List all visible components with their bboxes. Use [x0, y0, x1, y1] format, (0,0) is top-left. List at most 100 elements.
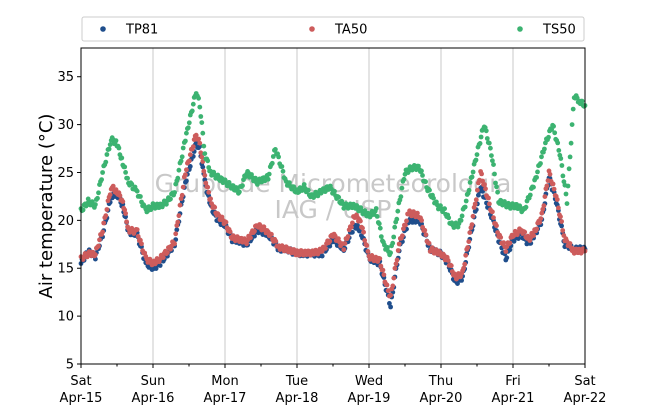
- x-tick-day: Wed: [355, 374, 383, 389]
- data-point: [486, 195, 491, 201]
- data-point: [555, 140, 561, 146]
- data-point: [538, 216, 544, 222]
- data-point: [147, 256, 153, 262]
- data-point: [516, 236, 521, 242]
- data-point: [205, 184, 211, 190]
- data-point: [179, 192, 185, 198]
- data-point: [223, 219, 229, 225]
- data-point: [265, 176, 271, 182]
- data-point: [556, 205, 561, 211]
- data-point: [380, 267, 386, 273]
- data-point: [378, 234, 384, 240]
- data-point: [378, 263, 384, 269]
- data-point: [280, 168, 286, 174]
- data-point: [503, 249, 509, 254]
- x-tick-date: Apr-18: [276, 391, 319, 406]
- data-point: [332, 188, 337, 194]
- data-point: [183, 138, 188, 144]
- data-point: [563, 191, 569, 197]
- data-point: [415, 210, 420, 216]
- data-point: [474, 152, 480, 158]
- data-point: [492, 171, 497, 177]
- series-TP81: [78, 140, 588, 310]
- data-point: [388, 250, 393, 256]
- data-point: [172, 241, 178, 247]
- data-point: [390, 240, 396, 246]
- data-point: [160, 255, 166, 260]
- data-point: [113, 138, 119, 144]
- data-point: [123, 214, 128, 220]
- data-point: [237, 189, 242, 195]
- data-point: [377, 225, 383, 231]
- data-point: [336, 194, 342, 200]
- data-point: [374, 214, 380, 219]
- data-point: [394, 257, 400, 263]
- data-point: [180, 145, 186, 151]
- data-point: [197, 140, 203, 146]
- data-point: [176, 167, 182, 173]
- data-point: [388, 304, 393, 310]
- data-point: [175, 219, 181, 225]
- data-point: [384, 282, 390, 288]
- data-point: [390, 283, 396, 289]
- x-tick-day: Sat: [574, 374, 595, 389]
- legend-label-TS50: TS50: [542, 23, 576, 38]
- data-point: [387, 301, 392, 306]
- x-tick-date: Apr-15: [60, 391, 103, 406]
- data-point: [95, 195, 100, 201]
- y-tick-label: 10: [57, 310, 74, 325]
- data-point: [539, 154, 544, 160]
- legend-marker-TP81: [100, 26, 106, 32]
- x-tick-day: Sun: [141, 374, 166, 389]
- data-point: [253, 175, 258, 181]
- data-point: [463, 198, 469, 204]
- data-point: [527, 192, 533, 198]
- data-point: [391, 234, 397, 240]
- data-point: [189, 108, 195, 114]
- x-tick-date: Apr-17: [204, 391, 247, 406]
- data-point: [138, 237, 143, 243]
- y-tick-label: 15: [57, 262, 74, 277]
- data-point: [466, 187, 472, 193]
- data-point: [227, 229, 233, 235]
- data-point: [364, 243, 370, 248]
- data-point: [184, 167, 189, 173]
- data-point: [134, 188, 140, 194]
- data-point: [558, 214, 563, 220]
- data-point: [554, 197, 560, 202]
- data-point: [493, 180, 498, 186]
- data-point: [461, 265, 466, 271]
- data-point: [426, 240, 432, 246]
- data-point: [97, 237, 102, 243]
- data-point: [470, 169, 476, 175]
- data-point: [279, 164, 285, 169]
- data-point: [273, 238, 279, 244]
- data-point: [96, 190, 101, 196]
- data-point: [448, 263, 454, 269]
- data-point: [473, 157, 479, 163]
- data-point: [427, 187, 432, 193]
- data-point: [391, 275, 397, 281]
- data-point: [479, 171, 484, 177]
- data-point: [205, 158, 211, 164]
- data-point: [193, 132, 199, 138]
- series-TA50: [78, 132, 588, 299]
- data-point: [100, 170, 105, 175]
- x-tick-day: Thu: [428, 374, 453, 389]
- data-point: [248, 235, 253, 241]
- data-point: [559, 219, 564, 224]
- data-point: [462, 204, 468, 210]
- data-point: [455, 224, 461, 230]
- data-point: [349, 224, 354, 230]
- data-point: [567, 241, 573, 246]
- data-point: [542, 146, 547, 152]
- data-point: [345, 234, 351, 239]
- data-point: [200, 130, 206, 136]
- data-point: [215, 172, 221, 178]
- data-point: [523, 204, 529, 210]
- x-tick-date: Apr-21: [492, 391, 535, 406]
- data-point: [100, 229, 105, 235]
- data-point: [124, 219, 129, 225]
- data-point: [392, 265, 398, 271]
- data-point: [507, 240, 513, 246]
